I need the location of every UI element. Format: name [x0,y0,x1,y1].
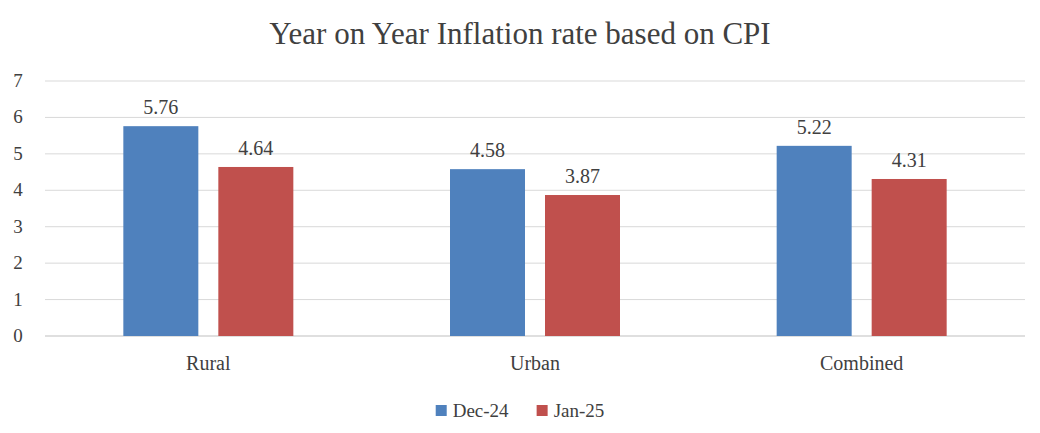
chart: Year on Year Inflation rate based on CPI… [0,0,1040,433]
background [0,0,1040,433]
data-label: 4.31 [892,149,927,171]
category-label: Rural [186,352,231,374]
grid-line [45,81,1025,82]
data-label: 5.22 [797,116,832,138]
bar [450,169,525,336]
category-label: Urban [510,352,560,374]
data-label: 4.64 [238,137,273,159]
tick-label: 1 [13,289,23,310]
bar [545,195,620,336]
category-label: Combined [820,352,903,374]
legend-label: Jan-25 [554,400,605,421]
data-label: 5.76 [143,96,178,118]
data-label: 4.58 [470,139,505,161]
tick-label: 2 [13,252,23,273]
bar [872,179,947,336]
legend-swatch [436,405,447,416]
legend: Dec-24 Jan-25 [436,400,605,421]
tick-label: 7 [13,70,23,91]
bars [123,126,946,336]
tick-label: 6 [13,106,23,127]
tick-label: 3 [13,216,23,237]
bar [777,146,852,336]
legend-label: Dec-24 [453,400,509,421]
legend-swatch [537,405,548,416]
tick-label: 0 [13,325,23,346]
title: Year on Year Inflation rate based on CPI [269,16,770,51]
data-label: 3.87 [565,165,600,187]
grid-line [45,117,1025,118]
bar [123,126,198,336]
tick-label: 5 [13,143,23,164]
tick-label: 4 [13,179,23,200]
bar [218,167,293,336]
